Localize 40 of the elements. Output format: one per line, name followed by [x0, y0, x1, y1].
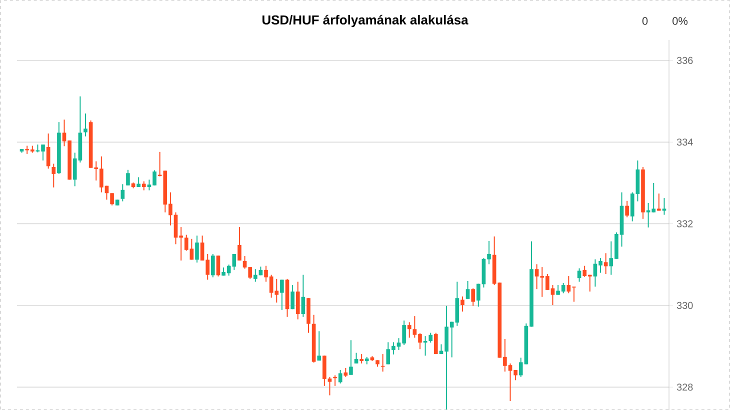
candlestick [52, 163, 56, 188]
candlestick [625, 200, 629, 218]
y-tick-label: 330 [676, 302, 693, 309]
chart-title: USD/HUF árfolyamának alakulása [262, 14, 468, 28]
candlestick [360, 354, 364, 364]
y-tick-label: 332 [676, 220, 693, 228]
candlestick [428, 332, 433, 344]
text: 0% [672, 17, 688, 25]
candlestick [84, 113, 88, 137]
candlestick [46, 133, 50, 170]
candlestick [301, 274, 306, 318]
candlestick [471, 288, 475, 306]
candlestick [211, 253, 215, 278]
candlestick [290, 284, 294, 310]
candlestick [657, 193, 661, 212]
candlestick [354, 352, 358, 364]
y-tick-label: 336 [676, 56, 693, 64]
candlestick [126, 169, 130, 186]
candlestick [120, 184, 125, 202]
candlestick [216, 255, 220, 277]
candlestick [338, 369, 342, 384]
candlestick [195, 235, 199, 264]
candlestick [317, 330, 322, 362]
candlestick [280, 279, 284, 310]
candlestick [604, 252, 608, 275]
text: 0 [642, 17, 648, 25]
candlestick [253, 268, 258, 282]
candlestick [460, 296, 464, 312]
candlestick [476, 283, 480, 308]
candlestick [577, 268, 582, 282]
candlestick [296, 281, 300, 320]
candlestick [466, 280, 470, 300]
candlestick [434, 332, 438, 355]
candlestick [407, 322, 412, 338]
candlestick [349, 340, 353, 376]
candlestick [110, 192, 114, 206]
y-tick-label: 328 [676, 384, 693, 391]
y-tick-label: 334 [676, 138, 693, 146]
candlestick [662, 198, 666, 216]
candlestick [238, 226, 242, 262]
